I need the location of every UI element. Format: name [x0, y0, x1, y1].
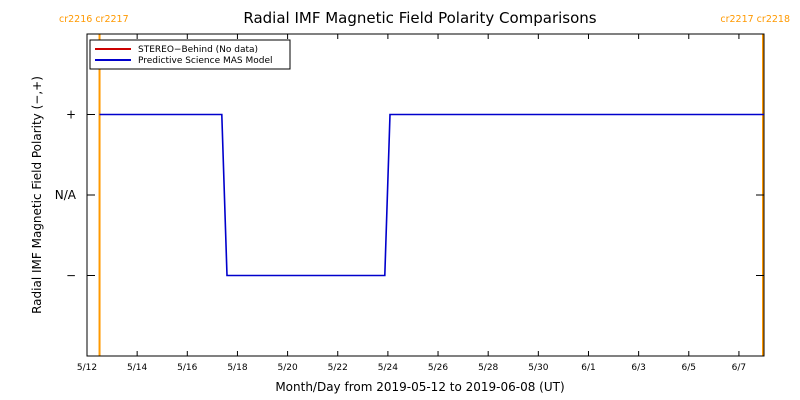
x-tick-label: 6/3 [631, 363, 645, 373]
y-tick-label: N/A [55, 188, 77, 202]
x-tick-label: 6/5 [682, 363, 696, 373]
x-tick-label: 6/7 [732, 363, 746, 373]
legend-label: Predictive Science MAS Model [138, 56, 273, 66]
legend: STEREO−Behind (No data)Predictive Scienc… [89, 39, 291, 70]
carrington-marker-label: cr2217 cr2218 [720, 14, 790, 25]
x-tick-label: 5/22 [328, 363, 348, 373]
plot-frame [86, 33, 765, 357]
x-tick-label: 5/20 [277, 363, 297, 373]
x-tick-label: 5/12 [77, 363, 97, 373]
y-axis-ticks: + N/A − [55, 108, 764, 283]
chart-title: Radial IMF Magnetic Field Polarity Compa… [243, 9, 596, 27]
x-tick-label: 5/30 [528, 363, 548, 373]
x-tick-label: 5/18 [227, 363, 247, 373]
x-tick-label: 5/16 [177, 363, 197, 373]
series-line [99, 113, 764, 277]
y-tick-label: − [66, 269, 76, 283]
x-tick-label: 5/24 [378, 363, 398, 373]
x-tick-label: 5/26 [428, 363, 448, 373]
x-tick-label: 6/1 [581, 363, 595, 373]
series-lines [99, 113, 764, 277]
legend-box [89, 39, 291, 70]
carrington-marker-label: cr2216 cr2217 [59, 14, 129, 25]
y-axis-label: Radial IMF Magnetic Field Polarity (−,+) [30, 76, 44, 314]
x-axis-label: Month/Day from 2019-05-12 to 2019-06-08 … [275, 380, 564, 394]
x-tick-label: 5/14 [127, 363, 147, 373]
y-tick-label: + [66, 108, 76, 122]
x-axis-ticks: 5/12 5/14 5/16 5/18 5/20 5/22 5/24 5/26 5/28 5/30… [77, 34, 746, 373]
x-tick-label: 5/28 [478, 363, 498, 373]
legend-label: STEREO−Behind (No data) [138, 45, 258, 55]
